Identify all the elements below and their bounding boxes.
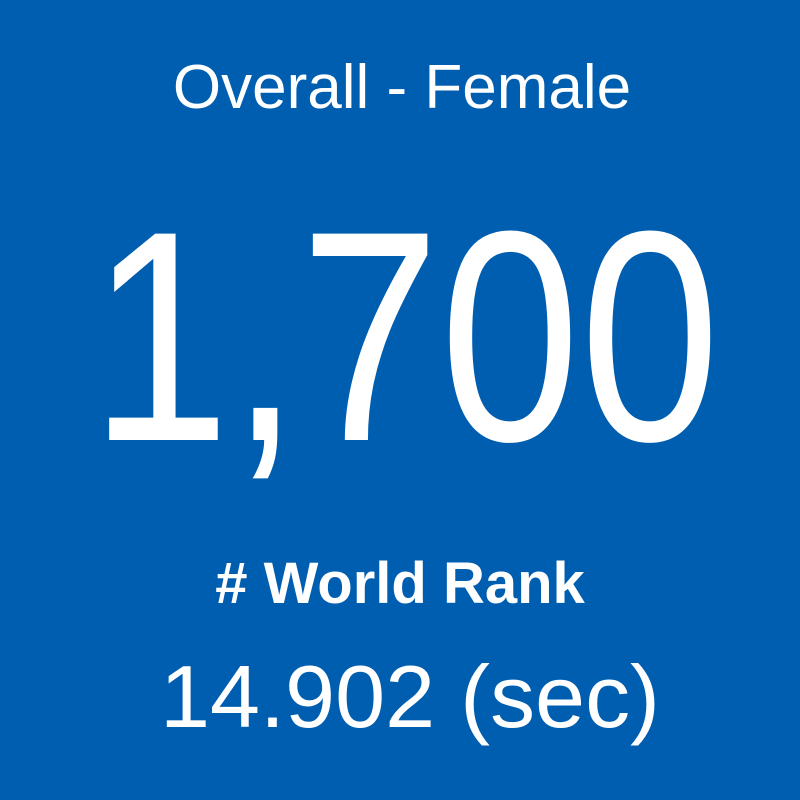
tile-time: 14.902 (sec) bbox=[160, 647, 660, 746]
tile-label: # World Rank bbox=[215, 551, 585, 616]
tile-title: Overall - Female bbox=[173, 53, 631, 122]
tile-value: 1,700 bbox=[90, 168, 720, 504]
